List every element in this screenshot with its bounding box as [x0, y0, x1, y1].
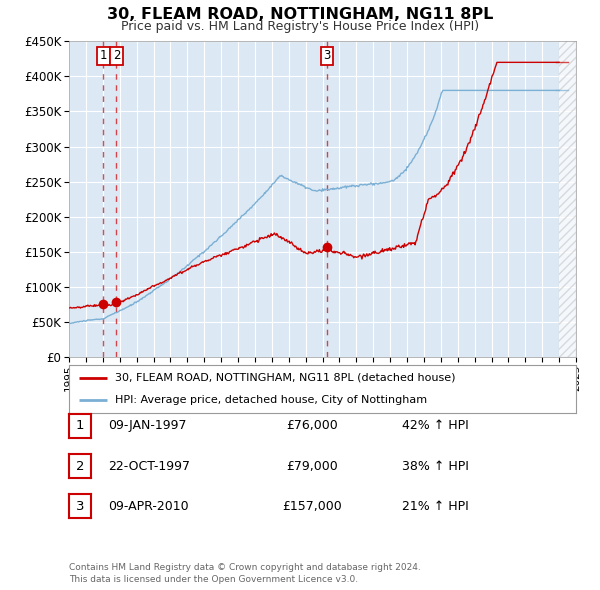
Text: 09-APR-2010: 09-APR-2010 [109, 500, 189, 513]
Text: 3: 3 [76, 500, 84, 513]
Text: 30, FLEAM ROAD, NOTTINGHAM, NG11 8PL: 30, FLEAM ROAD, NOTTINGHAM, NG11 8PL [107, 7, 493, 22]
Text: 2: 2 [113, 49, 120, 62]
Text: 42% ↑ HPI: 42% ↑ HPI [402, 419, 469, 432]
Text: 3: 3 [323, 49, 331, 62]
Text: HPI: Average price, detached house, City of Nottingham: HPI: Average price, detached house, City… [115, 395, 427, 405]
Text: 38% ↑ HPI: 38% ↑ HPI [402, 460, 469, 473]
Text: 09-JAN-1997: 09-JAN-1997 [109, 419, 187, 432]
Text: £79,000: £79,000 [286, 460, 338, 473]
Text: 1: 1 [76, 419, 84, 432]
Text: Contains HM Land Registry data © Crown copyright and database right 2024.
This d: Contains HM Land Registry data © Crown c… [69, 563, 421, 584]
Text: 1: 1 [100, 49, 107, 62]
Text: 21% ↑ HPI: 21% ↑ HPI [402, 500, 469, 513]
Text: 30, FLEAM ROAD, NOTTINGHAM, NG11 8PL (detached house): 30, FLEAM ROAD, NOTTINGHAM, NG11 8PL (de… [115, 373, 455, 383]
Text: 22-OCT-1997: 22-OCT-1997 [109, 460, 191, 473]
Text: Price paid vs. HM Land Registry's House Price Index (HPI): Price paid vs. HM Land Registry's House … [121, 20, 479, 33]
Text: £76,000: £76,000 [286, 419, 338, 432]
Text: 2: 2 [76, 460, 84, 473]
Text: £157,000: £157,000 [282, 500, 342, 513]
